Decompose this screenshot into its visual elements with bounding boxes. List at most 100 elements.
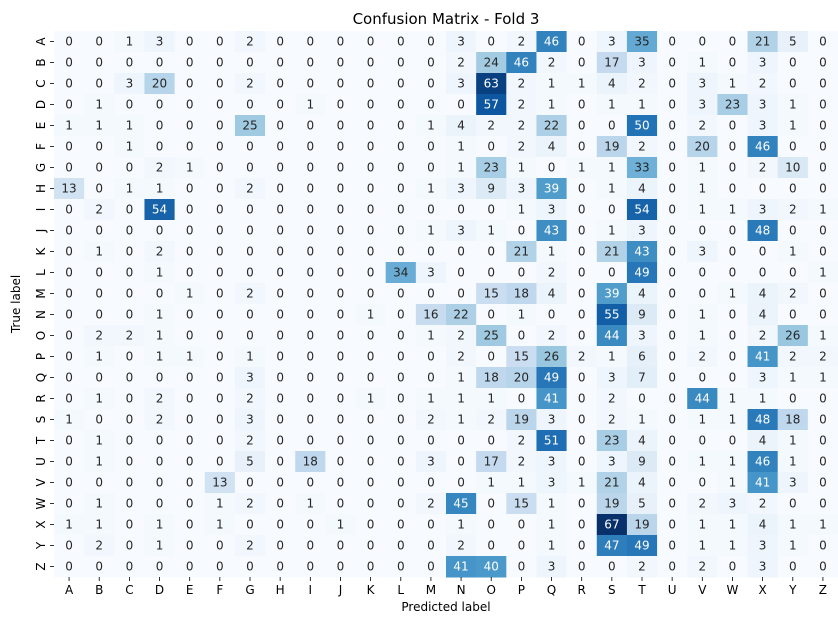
cell-Q-P: [506, 367, 537, 389]
cell-W-E: [174, 493, 206, 515]
cell-value-J-E: 0: [186, 224, 194, 238]
cell-Y-H: [265, 535, 296, 557]
cell-K-L: [385, 241, 417, 263]
cell-value-B-N: 2: [457, 56, 465, 70]
cell-value-J-G: 0: [246, 224, 254, 238]
cell-Y-W: [717, 535, 749, 557]
cell-X-D: [144, 514, 176, 536]
cell-value-J-D: 0: [156, 224, 164, 238]
cell-O-N: [446, 325, 477, 347]
cell-value-V-E: 0: [186, 476, 194, 490]
cell-D-D: [144, 94, 176, 116]
cell-value-A-A: 0: [65, 35, 73, 49]
cell-P-D: [144, 346, 176, 368]
cell-value-W-Q: 1: [548, 497, 556, 511]
cell-Z-W: [717, 556, 749, 578]
cell-D-R: [566, 94, 598, 116]
cell-value-M-F: 0: [216, 287, 224, 301]
cell-N-B: [84, 304, 115, 326]
cell-value-M-V: 0: [698, 287, 706, 301]
cell-value-U-A: 0: [65, 455, 73, 469]
cell-value-R-M: 1: [427, 392, 435, 406]
cell-T-R: [566, 430, 598, 452]
cell-O-S: [596, 325, 628, 347]
cell-N-V: [687, 304, 718, 326]
cell-value-I-J: 0: [337, 203, 345, 217]
cell-K-F: [204, 241, 236, 263]
cell-value-J-C: 0: [126, 224, 134, 238]
cell-K-S: [596, 241, 628, 263]
cell-value-G-K: 0: [367, 161, 375, 175]
cell-K-V: [687, 241, 718, 263]
cell-G-P: [506, 157, 537, 179]
cell-value-E-U: 0: [668, 119, 676, 133]
cell-G-Q: [536, 157, 568, 179]
cell-value-K-W: 0: [729, 245, 737, 259]
cell-value-B-L: 0: [397, 56, 405, 70]
cell-H-K: [355, 178, 387, 200]
cell-value-S-J: 0: [337, 413, 345, 427]
cell-value-B-I: 0: [306, 56, 314, 70]
cell-value-L-M: 3: [427, 266, 435, 280]
cell-value-T-U: 0: [668, 434, 676, 448]
cell-value-H-I: 0: [306, 182, 314, 196]
cell-B-H: [265, 52, 296, 74]
cell-A-Y: [777, 31, 809, 53]
cell-value-D-Z: 0: [819, 98, 827, 112]
cell-value-O-P: 0: [518, 329, 526, 343]
cell-value-Q-K: 0: [367, 371, 375, 385]
cell-value-R-R: 0: [578, 392, 586, 406]
cell-value-F-A: 0: [65, 140, 73, 154]
cell-value-C-Y: 0: [789, 77, 797, 91]
cell-value-Q-O: 18: [484, 371, 499, 385]
cell-V-C: [114, 472, 145, 494]
cell-T-D: [144, 430, 176, 452]
cell-R-B: [84, 388, 115, 410]
cell-value-B-J: 0: [337, 56, 345, 70]
cell-value-Q-L: 0: [397, 371, 405, 385]
cell-value-S-P: 19: [514, 413, 529, 427]
cell-value-L-W: 0: [729, 266, 737, 280]
cell-value-U-K: 0: [367, 455, 375, 469]
cell-V-K: [355, 472, 387, 494]
cell-V-H: [265, 472, 296, 494]
cell-value-K-R: 0: [578, 245, 586, 259]
cell-P-Q: [536, 346, 568, 368]
cell-N-Z: [807, 304, 838, 326]
cell-value-G-F: 0: [216, 161, 224, 175]
cell-value-G-G: 0: [246, 161, 254, 175]
cell-X-V: [687, 514, 718, 536]
cell-value-J-P: 0: [518, 224, 526, 238]
y-tick-label-B: B: [34, 58, 48, 66]
cell-value-N-X: 4: [759, 308, 767, 322]
cell-D-V: [687, 94, 718, 116]
cell-R-G: [234, 388, 266, 410]
cell-J-F: [204, 220, 236, 242]
cell-value-T-K: 0: [367, 434, 375, 448]
cell-Q-E: [174, 367, 206, 389]
cell-Z-U: [657, 556, 688, 578]
cell-F-C: [114, 136, 145, 158]
cell-value-X-F: 1: [216, 518, 224, 532]
cell-A-M: [415, 31, 447, 53]
cell-J-L: [385, 220, 417, 242]
cell-value-R-D: 2: [156, 392, 164, 406]
cell-value-T-T: 4: [638, 434, 646, 448]
cell-A-D: [144, 31, 176, 53]
cell-K-O: [476, 241, 507, 263]
cell-value-C-Q: 1: [548, 77, 556, 91]
cell-G-M: [415, 157, 447, 179]
cell-F-T: [626, 136, 658, 158]
cell-value-U-Z: 0: [819, 455, 827, 469]
cell-value-T-E: 0: [186, 434, 194, 448]
x-tick-label-G: G: [245, 583, 254, 597]
cell-X-J: [325, 514, 357, 536]
cell-P-A: [54, 346, 85, 368]
cell-value-I-B: 2: [95, 203, 103, 217]
y-tick-label-C: C: [34, 79, 48, 87]
x-tick-label-S: S: [608, 583, 616, 597]
cell-D-A: [54, 94, 85, 116]
cell-A-G: [234, 31, 266, 53]
cell-Y-Z: [807, 535, 838, 557]
cell-value-V-Z: 0: [819, 476, 827, 490]
